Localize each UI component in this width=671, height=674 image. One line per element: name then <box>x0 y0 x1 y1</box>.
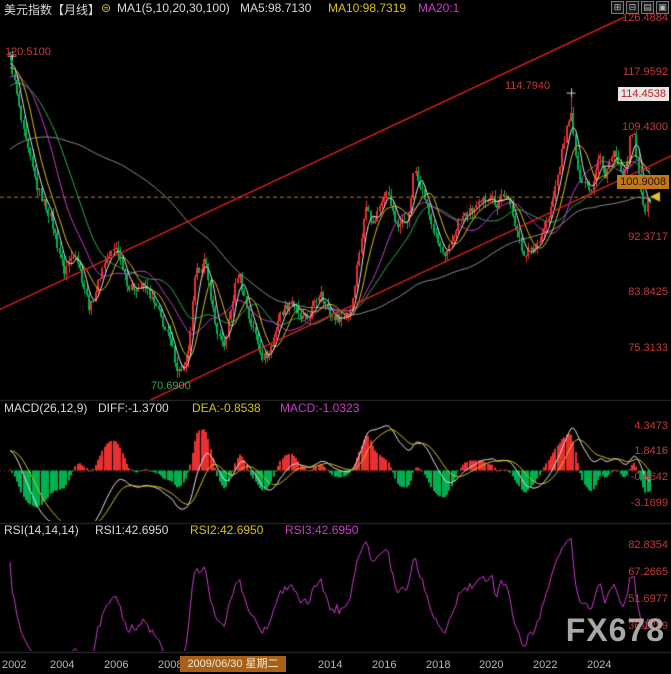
y-axis-label: 75.3133 <box>628 342 668 354</box>
crosshair-price-label: 114.4538 <box>617 87 669 101</box>
low-annotation-2008: 70.6900 <box>151 380 191 392</box>
x-axis-label: 2020 <box>479 659 504 671</box>
high-annotation-2002: 120.5100 <box>5 46 51 58</box>
ma-params-label: MA1(5,10,20,30,100) <box>117 1 230 15</box>
ma10-value: MA10:98.7319 <box>328 1 407 15</box>
rsi1-value: RSI1:42.6950 <box>95 523 169 537</box>
y-axis-label: 117.9592 <box>622 66 668 78</box>
macd-params-label: MACD(26,12,9) <box>4 401 88 415</box>
y-axis-label: 92.3717 <box>628 231 668 243</box>
high-annotation-2022: 114.7940 <box>505 80 551 92</box>
compare-icon[interactable]: ⊞ <box>611 1 624 14</box>
x-axis-label: 2024 <box>587 659 612 671</box>
macd-value: MACD:-1.0323 <box>280 401 360 415</box>
x-axis-label: 2018 <box>426 659 451 671</box>
x-axis-label: 2016 <box>372 659 397 671</box>
rsi3-value: RSI3:42.6950 <box>285 523 359 537</box>
x-axis-label: 2014 <box>318 659 343 671</box>
macd-axis-label: 4.3473 <box>634 420 668 432</box>
rsi-axis-label: 36.1289 <box>628 620 668 632</box>
y-axis-label: 126.4884 <box>622 12 668 24</box>
crosshair-date-label: 2009/06/30 星期二 <box>180 656 286 672</box>
rsi-axis-label: 67.2665 <box>628 566 668 578</box>
fullscreen-icon[interactable]: ▣ <box>656 1 669 14</box>
ma20-value: MA20:1 <box>418 1 460 15</box>
rsi-axis-label: 82.8354 <box>628 539 668 551</box>
macd-axis-label: -3.1699 <box>630 497 668 509</box>
instrument-title: 美元指数【月线】 <box>4 3 101 17</box>
ma5-value: MA5:98.7130 <box>240 1 312 15</box>
rsi2-value: RSI2:42.6950 <box>190 523 264 537</box>
x-axis-label: 2002 <box>2 659 27 671</box>
overlay-icon[interactable]: ⊟ <box>626 1 639 14</box>
chart-toolbar: ⊞ ⊟ ▤ ▣ <box>611 1 669 14</box>
x-axis-label: 2006 <box>104 659 129 671</box>
indicator-list-icon[interactable]: ▤ <box>641 1 654 14</box>
rsi-axis-label: 51.6977 <box>628 593 668 605</box>
macd-dea-value: DEA:-0.8538 <box>192 401 261 415</box>
macd-axis-label: 1.8416 <box>634 445 668 457</box>
rsi-params-label: RSI(14,14,14) <box>4 523 79 537</box>
macd-diff-value: DIFF:-1.3700 <box>98 401 169 415</box>
watermark: FX678 <box>565 612 665 648</box>
x-axis-label: 2004 <box>50 659 75 671</box>
settings-icon[interactable]: ⊜ <box>101 1 112 15</box>
y-axis-label: 109.4300 <box>622 121 668 133</box>
x-axis-label: 2008 <box>158 659 183 671</box>
y-axis-label: 83.8425 <box>628 286 668 298</box>
current-price-label: 100.9008 <box>617 175 669 189</box>
x-axis-label: 2022 <box>533 659 558 671</box>
macd-axis-label: -0.6642 <box>630 471 668 483</box>
